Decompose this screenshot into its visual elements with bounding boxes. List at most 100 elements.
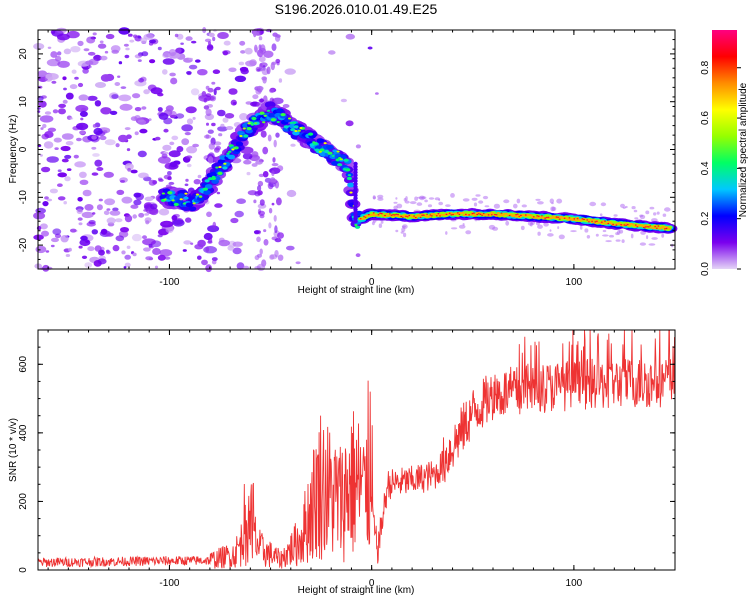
noise-blob (149, 39, 156, 44)
noise-blob (465, 230, 472, 235)
noise-blob (148, 245, 154, 249)
signal-blob (239, 135, 243, 137)
noise-blob (92, 212, 96, 215)
signal-blob (487, 214, 490, 216)
noise-blob (182, 249, 187, 252)
noise-blob (91, 229, 99, 235)
noise-blob (213, 141, 222, 146)
noise-blob (589, 201, 597, 207)
noise-blob (44, 196, 49, 200)
noise-blob (377, 197, 384, 201)
noise-blob (208, 143, 215, 150)
signal-blob (353, 161, 358, 166)
noise-blob (462, 223, 465, 226)
noise-blob (79, 130, 86, 135)
noise-blob (82, 68, 89, 74)
noise-blob (192, 116, 196, 120)
signal-blob (163, 198, 167, 201)
noise-blob (547, 233, 554, 237)
noise-blob (57, 60, 70, 68)
signal-blob (592, 219, 596, 221)
noise-blob (191, 40, 197, 44)
noise-blob (74, 76, 79, 80)
noise-blob (119, 103, 133, 111)
snr-y-tick-label: 200 (18, 493, 29, 510)
noise-blob (482, 195, 489, 200)
noise-blob (118, 134, 128, 143)
signal-blob (179, 198, 183, 201)
noise-blob (649, 206, 655, 210)
noise-blob (94, 100, 102, 107)
noise-blob (234, 75, 247, 83)
noise-blob (203, 98, 207, 103)
signal-blob (461, 211, 465, 214)
signal-blob (195, 193, 199, 196)
noise-blob (615, 239, 621, 242)
noise-blob (124, 54, 130, 59)
signal-blob (331, 160, 339, 166)
noise-blob (428, 197, 435, 200)
noise-blob (165, 225, 174, 234)
noise-blob (239, 113, 248, 121)
noise-blob (537, 231, 541, 236)
noise-blob (267, 134, 272, 142)
noise-blob (37, 102, 42, 105)
noise-blob (137, 59, 142, 62)
signal-blob (581, 218, 584, 220)
signal-blob (384, 214, 386, 217)
noise-blob (295, 261, 301, 265)
signal-blob (618, 222, 622, 225)
noise-blob (273, 215, 277, 222)
signal-blob (544, 217, 547, 219)
signal-blob (485, 213, 489, 215)
snr-y-tick-label: 600 (18, 356, 29, 373)
noise-blob (205, 108, 212, 117)
noise-blob (144, 196, 154, 202)
signal-blob (551, 215, 555, 218)
noise-blob (201, 259, 208, 266)
signal-blob (380, 213, 383, 215)
noise-blob (275, 132, 280, 138)
noise-blob (58, 108, 66, 115)
noise-blob (186, 118, 194, 125)
noise-blob (150, 87, 163, 95)
signal-blob (615, 224, 618, 226)
signal-blob (345, 168, 351, 172)
noise-blob (520, 225, 525, 231)
noise-blob (556, 198, 563, 204)
noise-blob (141, 106, 147, 110)
signal-blob (504, 212, 508, 215)
spectrogram-x-tick-label: 0 (369, 277, 375, 288)
noise-blob (409, 201, 417, 205)
noise-blob (186, 146, 198, 154)
noise-blob (256, 236, 261, 243)
signal-blob (545, 216, 548, 218)
signal-blob (405, 215, 407, 217)
signal-blob (654, 226, 657, 228)
noise-blob (521, 204, 527, 208)
noise-blob (174, 33, 179, 38)
noise-blob (259, 199, 265, 206)
noise-blob (167, 176, 172, 181)
noise-blob (137, 150, 147, 158)
signal-blob (508, 214, 511, 217)
signal-blob (574, 219, 578, 222)
signal-blob (353, 213, 358, 218)
noise-blob (65, 254, 71, 257)
noise-blob (57, 51, 62, 56)
noise-blob (258, 210, 265, 216)
noise-blob (617, 230, 621, 235)
signal-blob (488, 213, 492, 216)
noise-blob (76, 122, 89, 131)
noise-blob (273, 139, 277, 148)
signal-blob (481, 214, 483, 216)
noise-blob (197, 239, 206, 248)
noise-blob (79, 171, 87, 178)
noise-blob (85, 60, 94, 65)
noise-blob (245, 60, 257, 67)
noise-blob (183, 240, 192, 245)
signal-blob (588, 218, 593, 221)
noise-blob (380, 220, 384, 224)
noise-blob (222, 50, 231, 55)
noise-blob (141, 51, 149, 57)
